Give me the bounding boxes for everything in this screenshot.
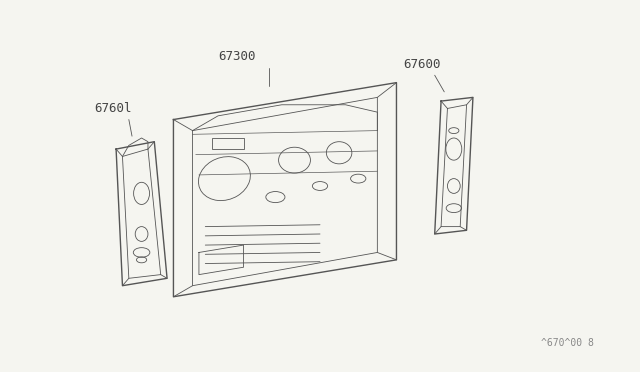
Text: 67300: 67300 [218,51,256,64]
Text: ^670^00 8: ^670^00 8 [541,339,594,349]
Text: 6760l: 6760l [94,102,132,115]
Bar [212,138,244,149]
Text: 67600: 67600 [403,58,441,71]
